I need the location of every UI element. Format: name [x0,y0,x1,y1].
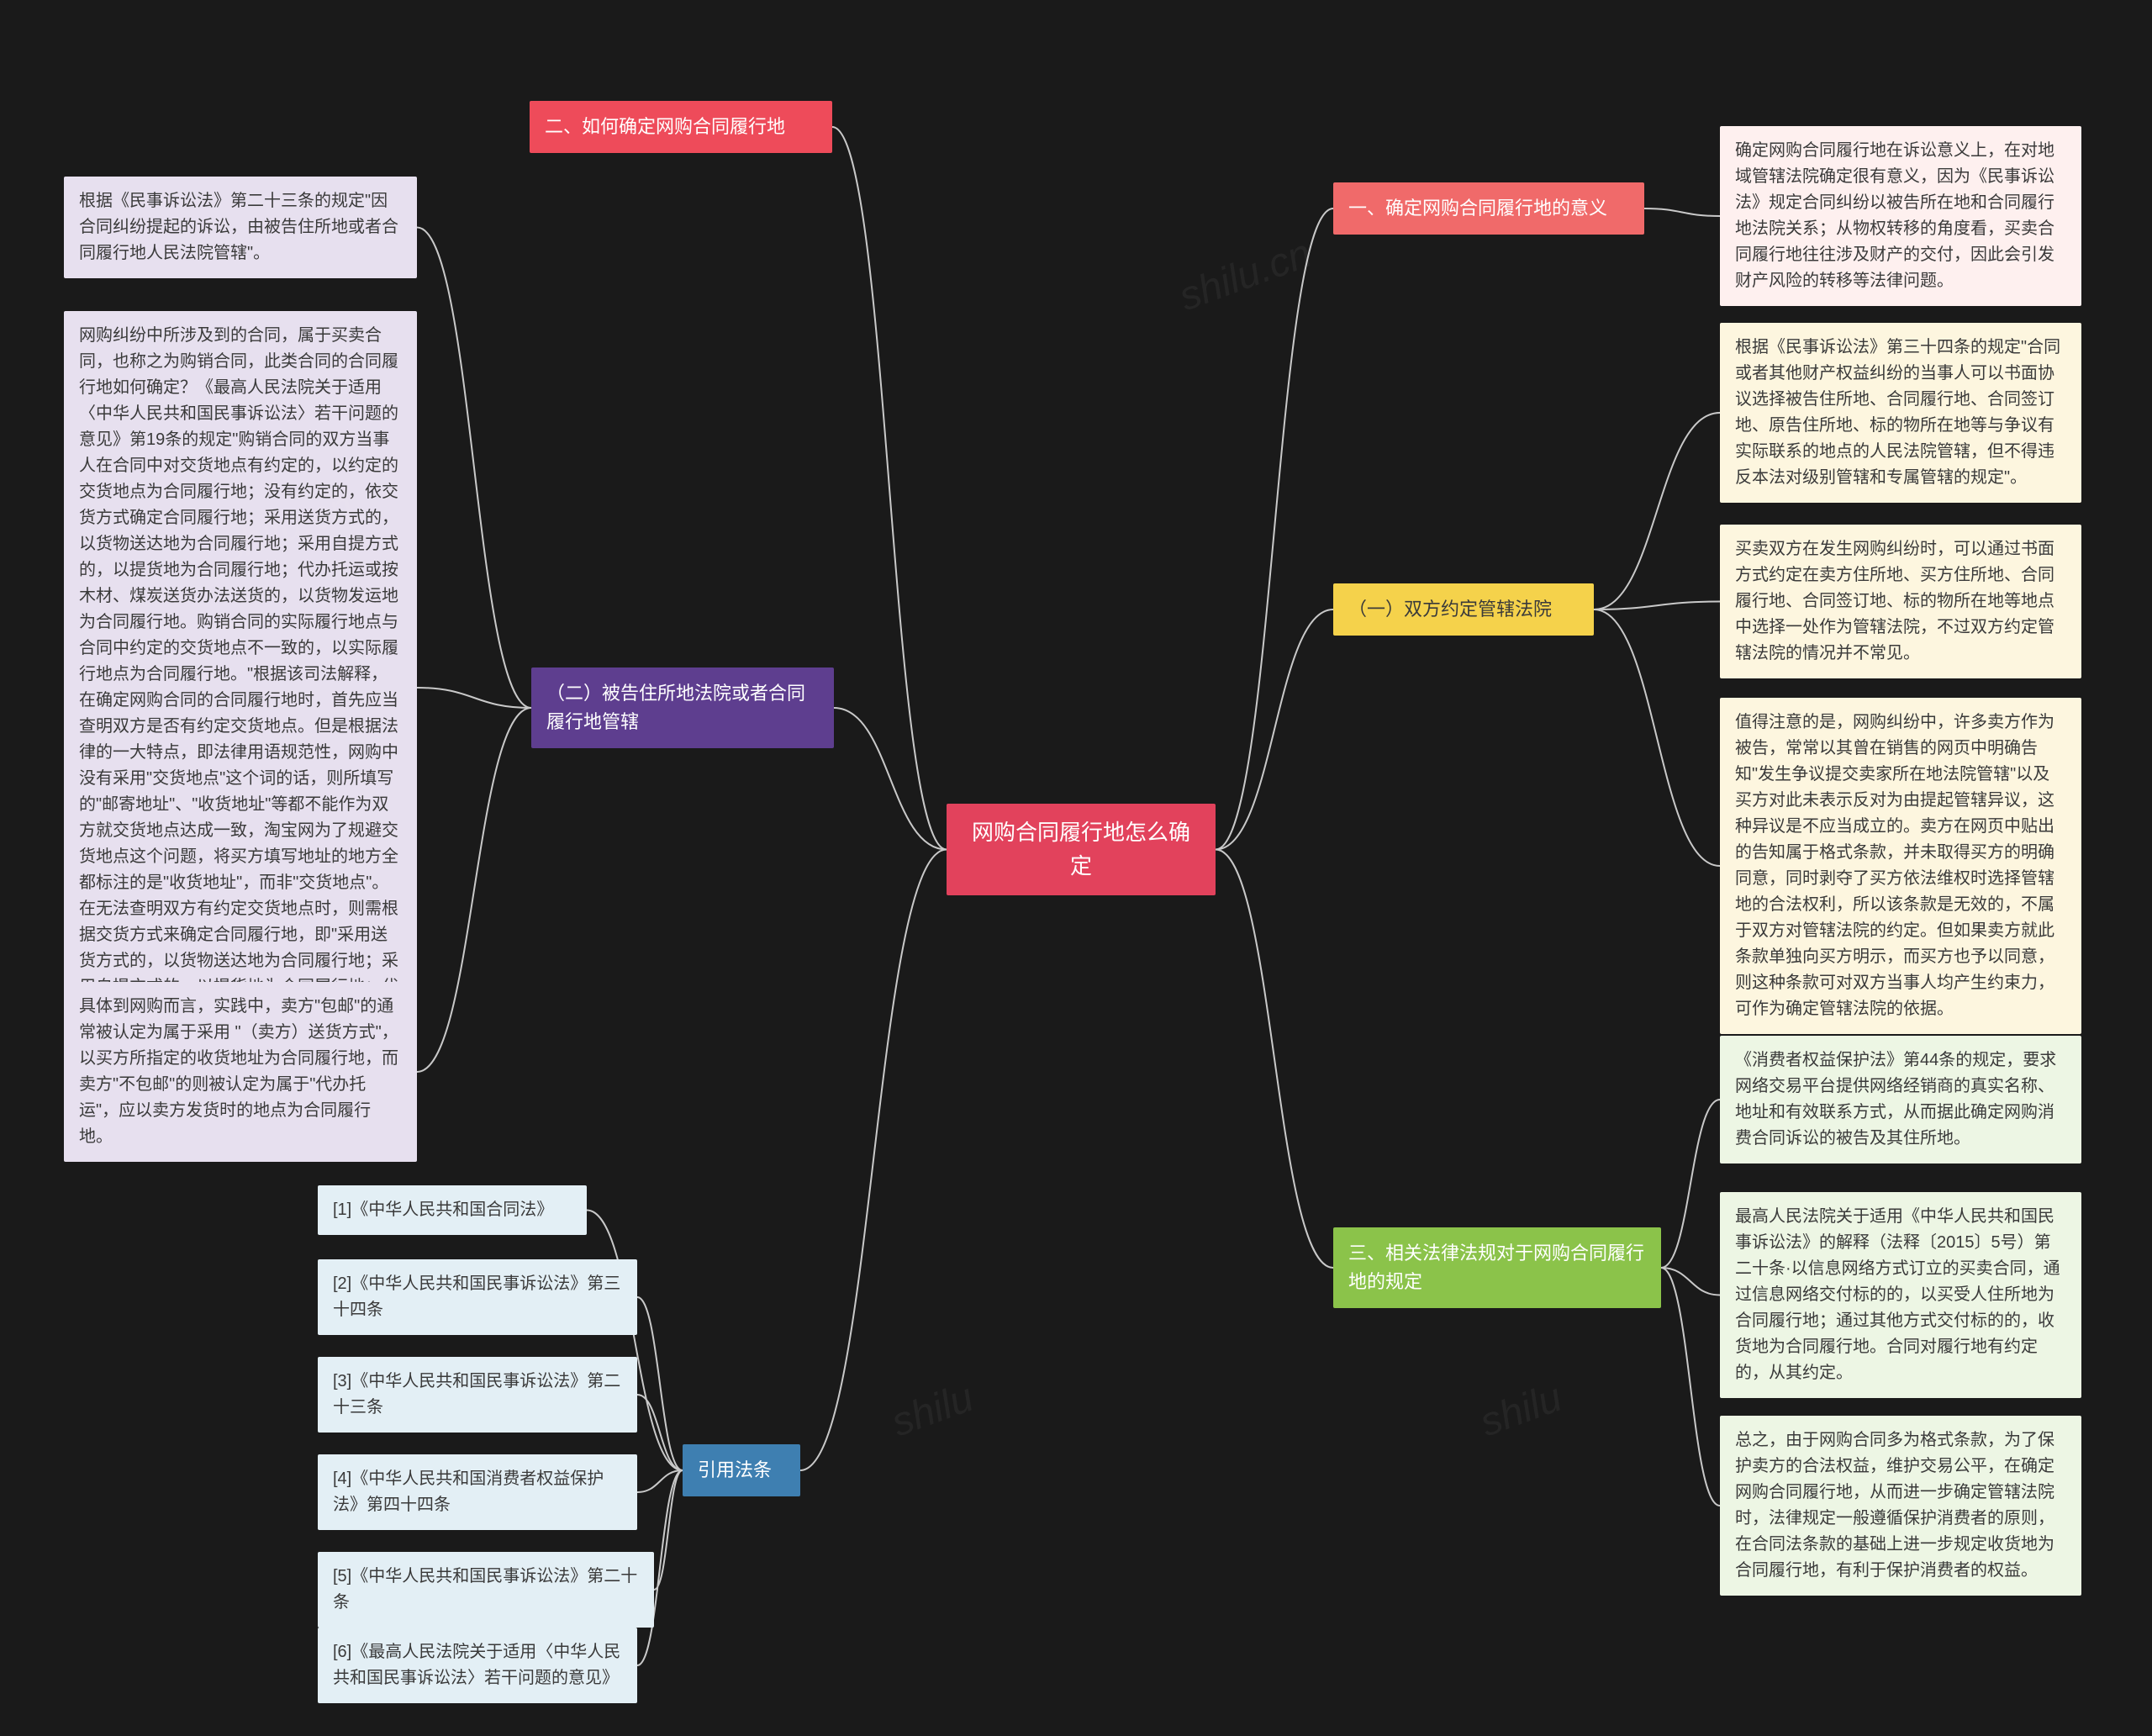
node-b5n2[interactable]: 网购纠纷中所涉及到的合同，属于买卖合同，也称之为购销合同，此类合同的合同履行地如… [64,311,417,1064]
connector [637,1470,683,1492]
node-b6n5[interactable]: [5]《中华人民共和国民事诉讼法》第二十条 [318,1552,654,1628]
node-b3n1[interactable]: 《消费者权益保护法》第44条的规定，要求网络交易平台提供网络经销商的真实名称、地… [1720,1036,2081,1163]
node-b6n6[interactable]: [6]《最高人民法院关于适用〈中华人民共和国民事诉讼法〉若干问题的意见》 [318,1628,637,1703]
connector [1661,1268,1720,1295]
watermark: shilu.cn [1174,230,1318,320]
connector [1594,602,1720,610]
connector [1216,609,1333,850]
watermark: shilu [886,1375,980,1446]
connector [1216,208,1333,850]
node-b6n2[interactable]: [2]《中华人民共和国民事诉讼法》第三十四条 [318,1259,637,1335]
connector [1594,609,1720,866]
node-b3n3[interactable]: 总之，由于网购合同多为格式条款，为了保护卖方的合法权益，维护交易公平，在确定网购… [1720,1416,2081,1596]
connector [417,708,531,1072]
node-b2n3[interactable]: 值得注意的是，网购纠纷中，许多卖方作为被告，常常以其曾在销售的网页中明确告知"发… [1720,698,2081,1034]
node-b2[interactable]: （一）双方约定管辖法院 [1333,583,1594,636]
node-b6n1[interactable]: [1]《中华人民共和国合同法》 [318,1185,587,1235]
connector [1594,413,1720,609]
node-b1n1[interactable]: 确定网购合同履行地在诉讼意义上，在对地域管辖法院确定很有意义，因为《民事诉讼法》… [1720,126,2081,306]
node-b2n2[interactable]: 买卖双方在发生网购纠纷时，可以通过书面方式约定在卖方住所地、买方住所地、合同履行… [1720,525,2081,678]
connector [1644,208,1720,216]
node-b5[interactable]: （二）被告住所地法院或者合同履行地管辖 [531,667,834,748]
mindmap-stage: 网购合同履行地怎么确定 一、确定网购合同履行地的意义 确定网购合同履行地在诉讼意义上… [0,0,2152,1736]
node-b6n3[interactable]: [3]《中华人民共和国民事诉讼法》第二十三条 [318,1357,637,1433]
watermark: shilu [1474,1375,1569,1446]
node-b1[interactable]: 一、确定网购合同履行地的意义 [1333,182,1644,235]
connector [417,688,531,708]
node-b2n1[interactable]: 根据《民事诉讼法》第三十四条的规定"合同或者其他财产权益纠纷的当事人可以书面协议… [1720,323,2081,503]
node-b4[interactable]: 二、如何确定网购合同履行地 [530,101,832,153]
connector [1216,850,1333,1269]
connector [1661,1268,1720,1506]
node-b5n3[interactable]: 具体到网购而言，实践中，卖方"包邮"的通常被认定为属于采用 "（卖方）送货方式"… [64,982,417,1162]
connector [417,228,531,709]
node-b3n2[interactable]: 最高人民法院关于适用《中华人民共和国民事诉讼法》的解释（法释〔2015〕5号）第… [1720,1192,2081,1398]
connector [832,127,947,850]
node-b6[interactable]: 引用法条 [683,1444,800,1496]
connector [1661,1100,1720,1268]
connector [637,1297,683,1470]
node-b3[interactable]: 三、相关法律法规对于网购合同履行地的规定 [1333,1227,1661,1308]
connector [834,708,947,850]
node-b5n1[interactable]: 根据《民事诉讼法》第二十三条的规定"因合同纠纷提起的诉讼，由被告住所地或者合同履… [64,177,417,278]
connector [654,1470,683,1590]
connector [637,1395,683,1470]
root-node[interactable]: 网购合同履行地怎么确定 [947,804,1216,895]
connector [800,850,947,1471]
node-b6n4[interactable]: [4]《中华人民共和国消费者权益保护法》第四十四条 [318,1454,637,1530]
